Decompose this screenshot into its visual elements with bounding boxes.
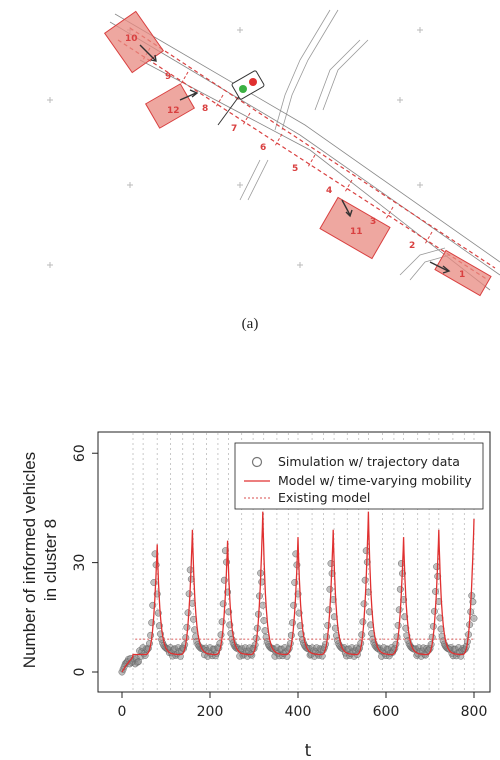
legend-sim-label: Simulation w/ trajectory data: [278, 454, 460, 469]
x-tick-label: 0: [118, 704, 127, 720]
simulation-point: [432, 588, 439, 595]
cluster-divider: [274, 133, 283, 147]
simulation-point: [359, 618, 367, 626]
zone-10: [103, 10, 165, 74]
figure-caption-a: (a): [241, 316, 259, 332]
simulation-point: [470, 614, 478, 622]
segment-label-2: 2: [409, 241, 415, 251]
simulation-point: [394, 621, 402, 629]
cluster-divider: [344, 179, 353, 193]
segment-label-6: 6: [260, 143, 266, 153]
simulation-point: [360, 600, 368, 608]
simulation-point: [287, 631, 295, 639]
main-highway: [109, 13, 500, 291]
y-axis-label-line2: in cluster 8: [41, 518, 60, 602]
y-axis-label: Number of informed vehicles in cluster 8: [10, 420, 70, 700]
simulation-point: [286, 640, 294, 647]
cluster-divider: [307, 154, 316, 168]
simulation-point: [185, 590, 193, 598]
flow-arrows: [139, 44, 451, 274]
background-roads: [239, 9, 451, 281]
legend-box: [234, 442, 484, 510]
zone-label-12: 12: [167, 106, 180, 116]
simulation-point: [396, 585, 404, 593]
zone-11: [319, 196, 391, 260]
map-grid-crosses: [47, 27, 423, 268]
legend-model-label: Model w/ time-varying mobility: [278, 473, 472, 488]
simulation-point: [324, 621, 332, 629]
cluster-dividers: [142, 47, 433, 245]
cluster-corridor: [117, 27, 496, 281]
series-model-time-varying: [121, 511, 475, 673]
road-map-figure: 10 12 11 1 2 3 4 5 6 7 8 9: [47, 9, 500, 297]
simulation-point: [325, 606, 333, 614]
segment-label-9: 9: [165, 72, 171, 82]
segment-label-8: 8: [202, 104, 208, 114]
x-tick-label: 800: [461, 704, 488, 720]
segment-label-4: 4: [326, 186, 332, 196]
plot-frame: [97, 431, 491, 693]
simulation-point: [261, 627, 269, 635]
legend-existing-label: Existing model: [278, 490, 370, 505]
y-tick-label: 30: [72, 554, 88, 572]
simulation-points: [118, 547, 478, 676]
zone-12: [144, 83, 196, 129]
simulation-point: [259, 601, 267, 609]
cluster-divider: [215, 94, 224, 108]
chart-axes: 0 200 400 600 800 0 30 60: [72, 444, 487, 720]
y-tick-label: 0: [72, 668, 88, 677]
cluster-divider: [385, 206, 394, 220]
zone-label-11: 11: [350, 227, 363, 237]
cluster-divider: [242, 112, 251, 126]
simulation-point: [258, 578, 266, 586]
simulation-point: [429, 622, 437, 630]
simulation-point: [362, 547, 370, 555]
simulation-point: [392, 640, 400, 648]
simulation-point: [395, 606, 403, 614]
simulation-point: [433, 563, 441, 571]
segment-label-3: 3: [370, 217, 376, 227]
simulation-point: [401, 613, 409, 621]
traffic-light-icon: [217, 70, 265, 126]
simulation-point: [186, 566, 194, 574]
simulation-point: [361, 576, 369, 584]
x-axis-label: t: [305, 741, 312, 760]
simulation-point: [430, 607, 438, 615]
zone-label-1: 1: [459, 270, 465, 280]
legend-sim-marker: [251, 456, 263, 468]
cluster-divider: [424, 231, 433, 245]
simulation-point: [184, 609, 192, 617]
zone-1: [434, 249, 492, 297]
informed-vehicles-chart: 0 200 400 600 800 0 30 60 t Simulation w/ traje…: [72, 431, 491, 760]
y-axis-label-line1: Number of informed vehicles: [20, 451, 39, 669]
simulation-point: [397, 560, 405, 567]
segment-label-5: 5: [292, 164, 298, 174]
x-tick-label: 200: [197, 704, 224, 720]
simulation-point: [326, 585, 334, 593]
zone-label-10: 10: [125, 34, 138, 44]
x-tick-label: 400: [285, 704, 312, 720]
simulation-point: [327, 560, 335, 567]
segment-label-7: 7: [231, 124, 237, 134]
cluster-divider: [180, 71, 189, 85]
simulation-point: [260, 617, 268, 624]
chart-legend: Simulation w/ trajectory data Model w/ t…: [234, 442, 484, 510]
y-tick-label: 60: [72, 444, 88, 462]
simulation-point: [289, 619, 296, 627]
x-tick-label: 600: [373, 704, 400, 720]
simulation-point: [183, 623, 191, 631]
